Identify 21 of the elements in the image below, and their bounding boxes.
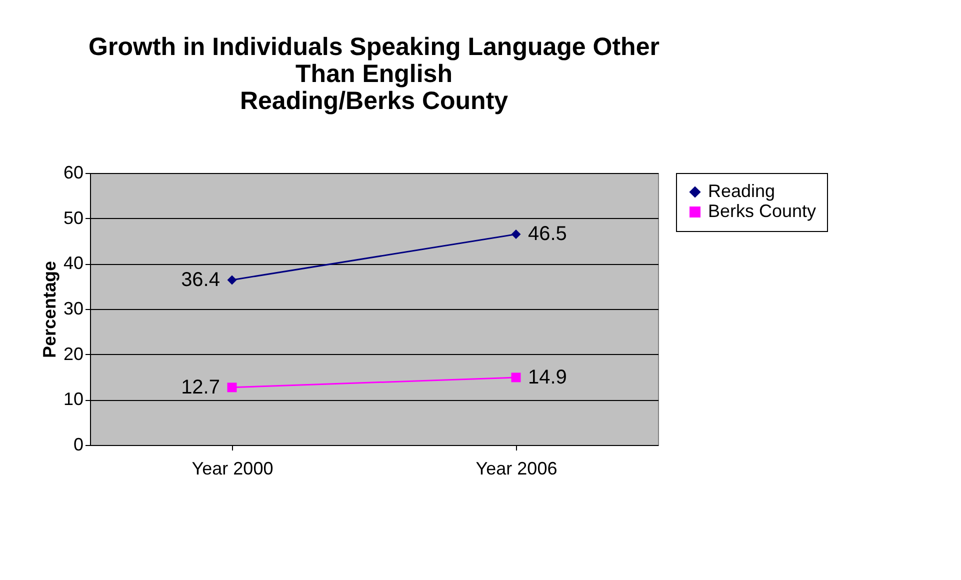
x-tick-label: Year 2000 xyxy=(192,458,274,478)
point xyxy=(511,229,521,239)
y-tick-label: 60 xyxy=(63,162,84,182)
legend-label: Berks County xyxy=(708,201,816,221)
y-tick-label: 50 xyxy=(63,208,84,228)
y-axis-title: Percentage xyxy=(39,260,60,358)
y-tick-label: 0 xyxy=(73,434,84,454)
y-tick-label: 40 xyxy=(63,253,84,274)
chart-title: Growth in Individuals Speaking Language Other Than English Reading/Berks County xyxy=(88,33,660,115)
point xyxy=(227,382,237,392)
point xyxy=(227,275,237,285)
data-label: 36.4 xyxy=(181,268,220,291)
y-tick-label: 20 xyxy=(63,344,84,364)
y-tick-label: 30 xyxy=(63,298,84,318)
data-label: 12.7 xyxy=(181,376,220,398)
point xyxy=(511,372,521,382)
data-label: 46.5 xyxy=(528,223,567,246)
data-label: 14.9 xyxy=(528,366,567,388)
legend-label: Reading xyxy=(708,181,776,201)
y-tick-label: 10 xyxy=(63,389,84,410)
x-tick-label: Year 2006 xyxy=(476,458,558,478)
